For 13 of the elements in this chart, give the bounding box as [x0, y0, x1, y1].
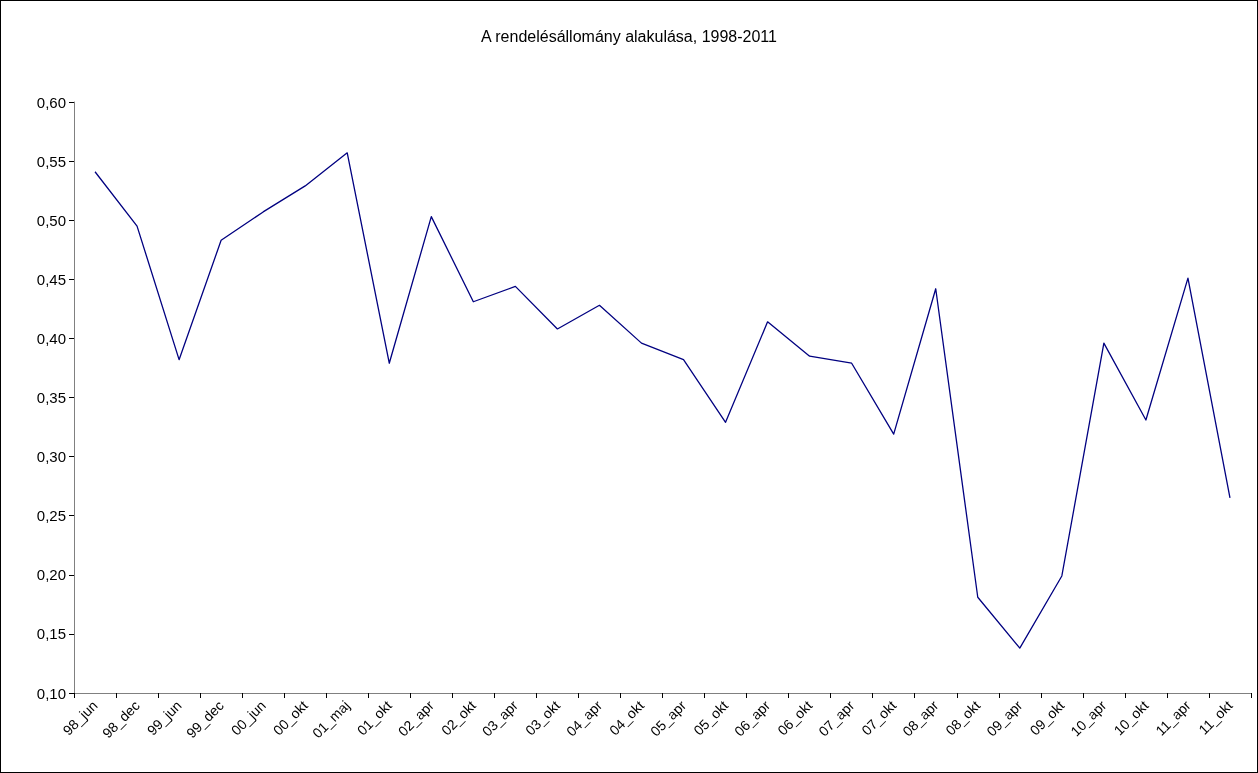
y-tick-label: 0,55 [36, 152, 66, 170]
y-tick-label: 0,25 [36, 507, 66, 525]
y-tick-label: 0,35 [36, 389, 66, 406]
y-tick-label: 0,15 [36, 625, 66, 643]
chart-title: A rendelésállomány alakulása, 1998-2011 [481, 27, 778, 45]
line-series [94, 152, 1231, 649]
y-tick-label: 0,30 [36, 448, 66, 466]
y-tick-label: 0,20 [36, 566, 66, 584]
y-tick-label: 0,40 [36, 329, 66, 347]
y-tick-label: 0,45 [36, 270, 66, 288]
y-tick-label: 0,10 [36, 684, 66, 702]
y-tick-label: 0,50 [36, 211, 66, 229]
y-tick-label: 0,60 [36, 93, 66, 111]
